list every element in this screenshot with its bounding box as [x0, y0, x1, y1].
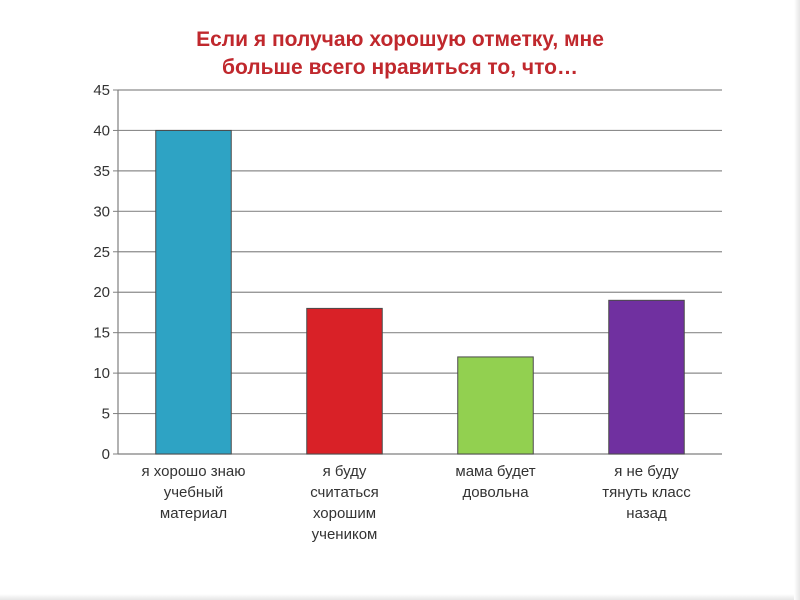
- y-tick-label: 15: [93, 325, 110, 342]
- y-tick-label: 35: [93, 163, 110, 180]
- x-category-label-line: тянуть класс: [602, 484, 691, 501]
- x-category-label-line: хорошим: [313, 505, 376, 522]
- x-category-label: я не буду тянуть класс назад: [602, 463, 691, 522]
- x-category-label-line: довольна: [462, 484, 529, 501]
- bar-4: [608, 299, 685, 455]
- x-category-label: я буду считаться хорошим учеником: [310, 463, 379, 543]
- y-tick-label: 10: [93, 365, 110, 382]
- x-category-label-line: я не буду: [614, 463, 679, 480]
- x-category-label-line: назад: [626, 505, 667, 522]
- y-tick-label: 45: [93, 82, 110, 99]
- x-category-label: я хорошо знаю учебный материал: [142, 463, 246, 522]
- y-tick-label: 20: [93, 284, 110, 301]
- x-category-label-line: мама будет: [455, 463, 535, 480]
- chart-title-line-1: Если я получаю хорошую отметку, мне: [196, 28, 604, 51]
- x-category-label-line: я буду: [323, 463, 367, 480]
- x-category-label-line: учеником: [312, 526, 378, 543]
- y-tick-label: 25: [93, 244, 110, 261]
- x-category-label-line: материал: [160, 505, 227, 522]
- y-tick-label: 0: [102, 446, 110, 463]
- y-tick-label: 30: [93, 203, 110, 220]
- chart-title-line-2: больше всего нравиться то, что…: [222, 56, 578, 79]
- bar-1: [155, 129, 232, 455]
- bar-2: [306, 307, 383, 455]
- y-tick-label: 40: [93, 122, 110, 139]
- chart-title: Если я получаю хорошую отметку, мне боль…: [100, 26, 700, 82]
- x-category-label-line: считаться: [310, 484, 379, 501]
- x-category-label: мама будет довольна: [455, 463, 535, 501]
- y-tick-label: 5: [102, 406, 110, 423]
- x-category-label-line: учебный: [164, 484, 224, 501]
- x-category-label-line: я хорошо знаю: [142, 463, 246, 480]
- bar-3: [457, 356, 534, 455]
